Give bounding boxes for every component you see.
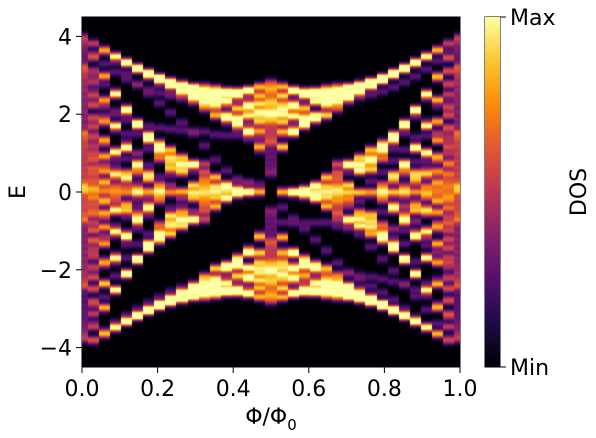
colorbar-min-label: Min <box>510 356 549 381</box>
plot-axes: 0.0 0.2 0.4 0.6 0.8 1.0 −4 −2 0 2 4 <box>40 16 478 402</box>
x-tick-label: 0.0 <box>65 377 100 402</box>
x-axis-label: Φ/Φ0 <box>245 405 297 434</box>
dos-heatmap <box>82 17 460 367</box>
x-tick-label: 0.2 <box>140 377 175 402</box>
y-tick-label: 0 <box>58 181 72 206</box>
x-axis-label-main: Φ/Φ <box>245 405 287 430</box>
colorbar-gradient <box>485 17 500 367</box>
y-tick-label: −4 <box>40 337 72 362</box>
x-tick-label: 0.4 <box>216 377 251 402</box>
x-tick-label: 1.0 <box>443 377 478 402</box>
y-tick-label: 4 <box>58 25 72 50</box>
x-tick-label: 0.6 <box>291 377 326 402</box>
y-tick-label: 2 <box>58 103 72 128</box>
colorbar-label: DOS <box>567 168 592 216</box>
y-axis-label: E <box>6 185 31 199</box>
colorbar-max-label: Max <box>510 6 555 31</box>
x-axis-label-subscript: 0 <box>287 416 297 434</box>
y-tick-label: −2 <box>40 259 72 284</box>
x-tick-label: 0.8 <box>367 377 402 402</box>
